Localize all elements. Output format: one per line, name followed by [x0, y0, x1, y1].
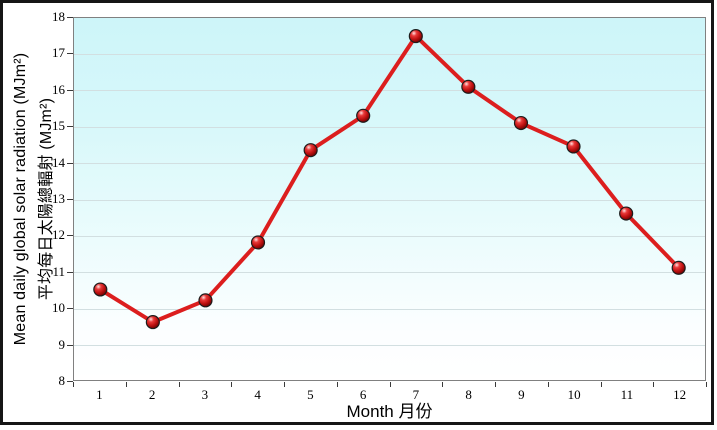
x-tick-mark: [600, 382, 602, 387]
gridline: [74, 235, 705, 237]
x-tick-mark: [547, 382, 549, 387]
y-tick-label: 13: [52, 191, 65, 206]
gridline: [74, 272, 705, 274]
data-point-marker: [513, 115, 529, 131]
data-point-marker: [303, 143, 318, 158]
data-point-marker: [93, 282, 108, 297]
x-tick-mark: [125, 382, 127, 387]
data-point-marker: [461, 79, 476, 94]
data-point-marker: [408, 29, 423, 44]
x-tick-mark: [284, 382, 285, 387]
data-point-marker: [356, 108, 371, 123]
data-point-marker: [250, 235, 266, 250]
gridline: [74, 308, 705, 310]
y-tick-label: 15: [52, 118, 65, 134]
gridline: [74, 53, 705, 55]
x-tick-label: 4: [254, 387, 261, 402]
x-tick-mark: [495, 382, 496, 387]
y-tick-mark: [67, 199, 73, 200]
data-point-marker: [145, 315, 160, 330]
x-tick-label: 6: [359, 387, 367, 402]
y-tick-label: 17: [52, 45, 65, 61]
x-tick-mark: [706, 382, 707, 387]
x-tick-label: 3: [201, 387, 209, 402]
data-point-marker: [619, 206, 634, 221]
y-tick-mark: [67, 162, 73, 164]
gridline: [74, 163, 705, 165]
x-tick-label: 7: [412, 387, 420, 402]
x-tick-mark: [336, 382, 338, 387]
y-tick-mark: [67, 17, 73, 18]
gridline: [74, 126, 705, 128]
y-tick-mark: [67, 89, 73, 91]
x-tick-mark: [178, 382, 180, 387]
gridline: [74, 199, 705, 201]
x-tick-label: 12: [673, 387, 687, 402]
data-point-marker: [198, 293, 213, 308]
x-tick-label: 10: [567, 387, 581, 402]
x-tick-label: 2: [148, 387, 156, 402]
y-tick-label: 16: [52, 81, 65, 97]
x-tick-mark: [231, 382, 233, 387]
gridline: [74, 345, 705, 347]
y-tick-label: 9: [58, 336, 66, 352]
y-tick-label: 14: [52, 154, 65, 170]
x-tick-label: 8: [465, 387, 472, 402]
y-tick-mark: [67, 381, 73, 382]
y-tick-mark: [67, 53, 73, 55]
line-series-svg: [93, 29, 686, 330]
y-tick-label: 10: [52, 300, 65, 316]
plot-area: [73, 17, 706, 381]
x-tick-mark: [389, 382, 391, 387]
y-tick-mark: [67, 126, 73, 128]
y-tick-label: 11: [52, 263, 65, 279]
y-tick-mark: [67, 308, 73, 310]
x-tick-label: 11: [620, 387, 634, 402]
x-tick-mark: [653, 382, 655, 387]
gridline: [74, 90, 705, 92]
y-tick-label: 8: [58, 373, 66, 388]
data-point-marker: [671, 260, 686, 275]
x-tick-mark: [442, 382, 444, 387]
x-axis-title: Month 月份: [346, 402, 433, 421]
x-tick-mark: [73, 382, 74, 387]
y-tick-mark: [67, 235, 73, 237]
series-line: [98, 34, 681, 325]
y-tick-label: 18: [52, 9, 65, 24]
y-tick-mark: [67, 271, 73, 273]
x-tick-label: 9: [518, 387, 525, 402]
y-tick-label: 12: [52, 227, 65, 243]
x-tick-label: 5: [307, 387, 314, 402]
y-tick-mark: [67, 344, 73, 346]
x-tick-label: 1: [96, 387, 103, 402]
data-point-marker: [566, 139, 581, 154]
